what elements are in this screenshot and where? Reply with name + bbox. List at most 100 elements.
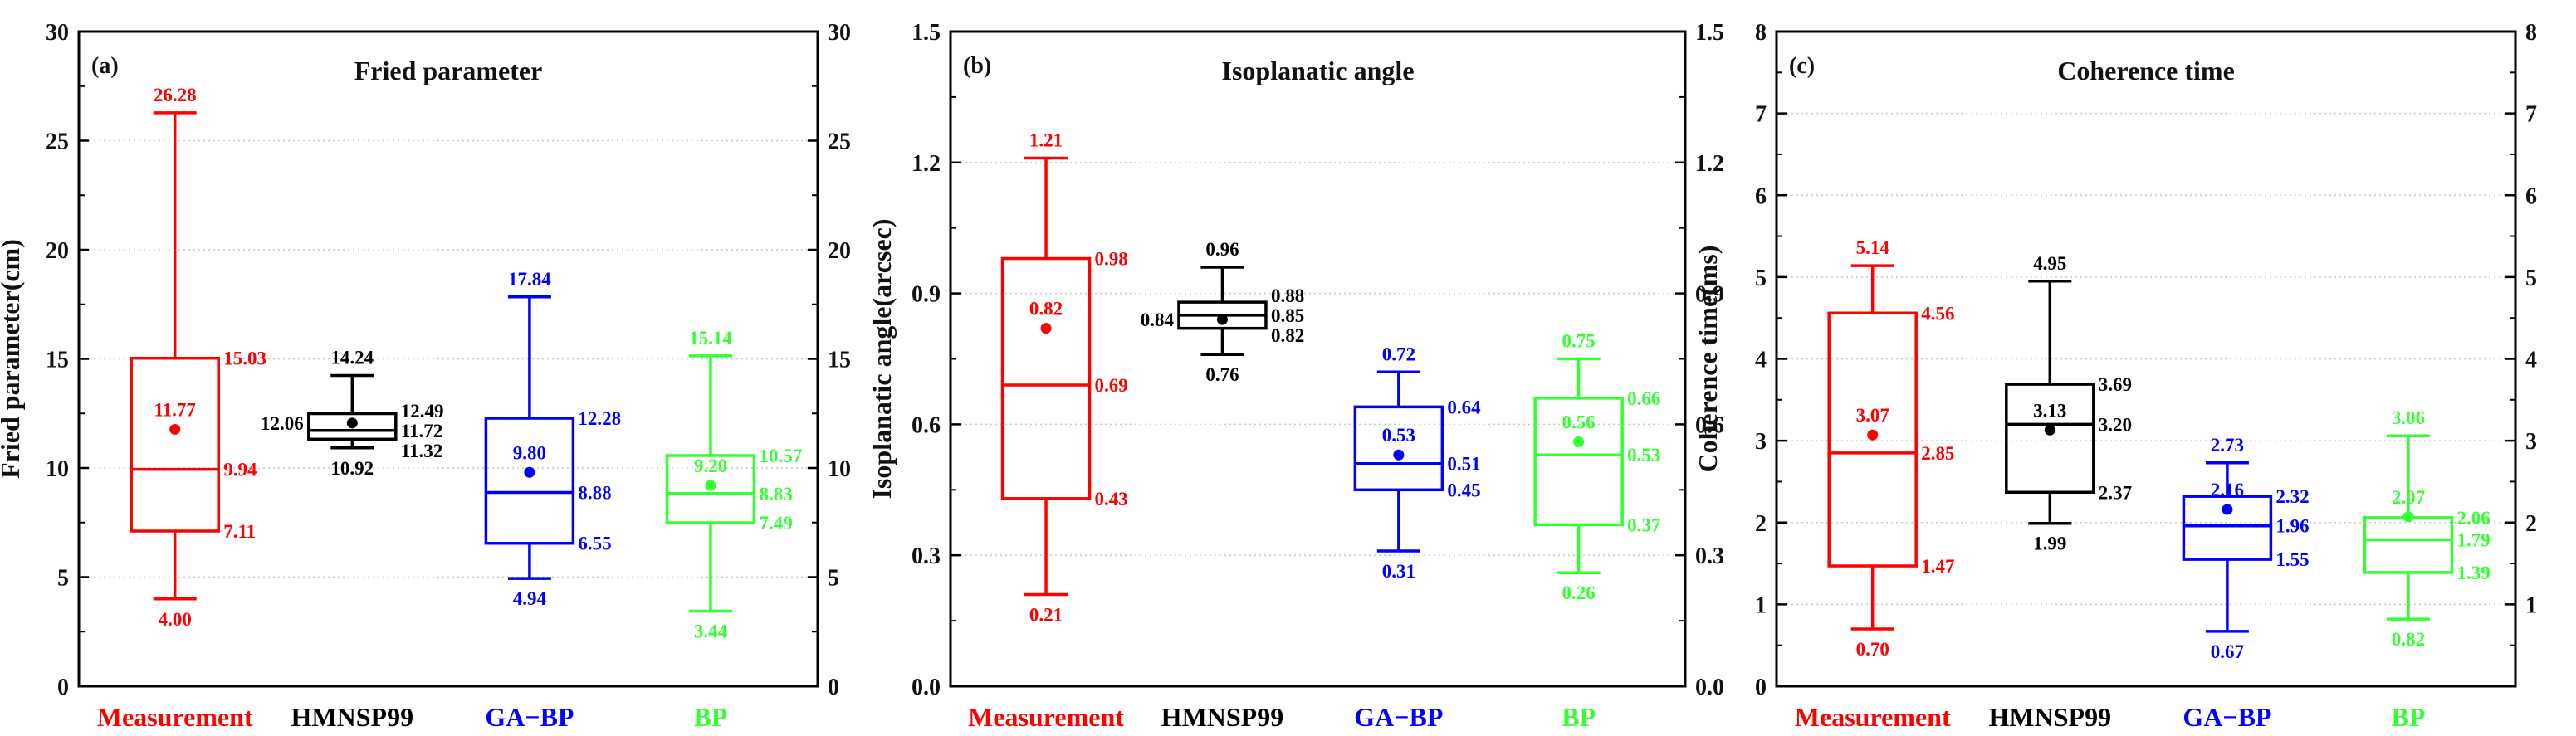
- min-label: 0.76: [1205, 364, 1239, 385]
- y-axis-label: Coherence time(ms): [1693, 246, 1723, 473]
- category-label: HMNSP99: [291, 702, 414, 732]
- mean-point: [524, 466, 535, 478]
- mean-label: 9.80: [513, 442, 546, 463]
- mean-point: [705, 480, 716, 491]
- box-4: 0.66 0.53 0.37 0.75 0.26 0.56 BP: [1533, 331, 1660, 732]
- box-3: 2.32 1.96 1.55 2.73 0.67 2.16 GA−BP: [2182, 435, 2310, 732]
- plot-frame: [77, 30, 819, 688]
- mean-point: [1393, 449, 1405, 461]
- y-tick-label: 15: [46, 348, 69, 373]
- right-y-tick-label: 5: [828, 566, 839, 592]
- q1-label: 1.39: [2456, 563, 2490, 583]
- median-label: 1.79: [2456, 529, 2490, 550]
- y-tick-label: 1.2: [912, 151, 941, 177]
- q3-label: 0.88: [1271, 285, 1304, 306]
- y-tick-label: 25: [46, 129, 69, 155]
- category-label: GA−BP: [1354, 702, 1443, 732]
- max-label: 3.06: [2392, 407, 2425, 428]
- right-y-tick-label: 0.0: [1695, 675, 1724, 700]
- mean-label: 2.07: [2392, 487, 2425, 508]
- iqr-box: [665, 454, 756, 524]
- median-label: 8.88: [578, 482, 611, 503]
- q3-label: 3.69: [2099, 374, 2132, 395]
- mean-label: 3.13: [2033, 400, 2066, 421]
- q1-label: 1.47: [1921, 556, 1954, 577]
- y-tick-label: 0.3: [912, 543, 941, 569]
- mean-label: 2.16: [2211, 480, 2244, 500]
- box-1: 15.03 9.94 7.11 26.28 4.00 11.77 Measurement: [97, 85, 266, 732]
- category-label: HMNSP99: [1989, 702, 2112, 732]
- median-label: 9.94: [223, 460, 257, 480]
- min-label: 1.99: [2033, 534, 2066, 554]
- y-tick-label: 5: [57, 566, 69, 592]
- q3-label: 12.49: [401, 401, 444, 422]
- q1-label: 7.11: [223, 521, 256, 542]
- panel-2: 0.0 0.3 0.6 0.9 1.2 1.5 0.0 0.3 0.6 0.9 1.2 1.5 (b) I…: [867, 20, 1724, 732]
- box-4: 2.061.79 1.39 3.06 0.82 2.07 BP: [2363, 407, 2490, 732]
- min-label: 0.26: [1562, 582, 1596, 603]
- right-y-tick-label: 10: [828, 456, 851, 482]
- y-axis-label: Isoplanatic angle(arcsec): [867, 218, 897, 499]
- q1-label: 0.43: [1095, 489, 1128, 509]
- chart-title: Fried parameter: [354, 56, 543, 85]
- q3-label: 4.56: [1921, 303, 1954, 324]
- iqr-box: [307, 412, 398, 441]
- chart-title: Isoplanatic angle: [1221, 56, 1414, 85]
- category-label: Measurement: [1795, 702, 1951, 732]
- iqr-box: [2005, 383, 2095, 495]
- y-tick-label: 0.9: [912, 282, 941, 308]
- max-label: 2.73: [2211, 435, 2244, 456]
- y-tick-label: 0.0: [912, 675, 941, 700]
- iqr-box: [1353, 405, 1444, 492]
- right-y-tick-label: 5: [2525, 266, 2537, 291]
- q3-label: 0.64: [1447, 397, 1481, 417]
- median-label: 2.85: [1921, 443, 1954, 464]
- right-y-tick-label: 25: [828, 129, 851, 155]
- median-label: 11.72: [401, 421, 442, 441]
- min-label: 4.00: [159, 609, 192, 630]
- median-label: 0.53: [1627, 445, 1660, 465]
- mean-point: [1216, 314, 1228, 325]
- box-2: 0.880.850.82 0.96 0.76 0.84 HMNSP99: [1141, 239, 1305, 732]
- max-label: 17.84: [508, 269, 551, 290]
- mean-label: 0.53: [1382, 425, 1415, 446]
- min-label: 0.82: [2392, 629, 2425, 650]
- median-label: 3.20: [2099, 414, 2132, 435]
- panel-3: 0 1 2 3 4 5 6 7 8 1 2 3 4 5 6 7 8 (c) Coherence time Cohere…: [1693, 20, 2537, 732]
- y-tick-label: 5: [1755, 266, 1767, 291]
- q1-label: 6.55: [578, 534, 611, 554]
- panel-1: 0 5 10 15 20 25 30 0 5 10 15 20 25 30 (a) Fried paramet…: [0, 20, 851, 732]
- category-label: Measurement: [97, 702, 253, 732]
- box-3: 0.64 0.51 0.45 0.72 0.31 0.53 GA−BP: [1353, 344, 1481, 732]
- max-label: 15.14: [689, 328, 732, 349]
- box-1: 0.98 0.69 0.43 1.21 0.21 0.82 Measurement: [968, 130, 1128, 732]
- max-label: 26.28: [154, 85, 197, 105]
- panel-letter: (b): [963, 53, 991, 79]
- min-label: 0.67: [2211, 641, 2244, 662]
- median-label: 0.69: [1095, 375, 1128, 396]
- y-tick-label: 0: [57, 675, 69, 700]
- right-y-tick-label: 30: [828, 20, 851, 46]
- min-label: 0.21: [1029, 605, 1063, 626]
- median-label: 0.51: [1447, 454, 1480, 475]
- q1-label: 7.49: [759, 513, 792, 534]
- min-label: 10.92: [330, 458, 374, 479]
- right-y-tick-label: 4: [2525, 348, 2537, 373]
- iqr-box: [1000, 256, 1092, 500]
- y-tick-label: 20: [46, 238, 69, 264]
- category-label: Measurement: [968, 702, 1124, 732]
- y-tick-label: 10: [46, 456, 69, 482]
- mean-point: [346, 417, 358, 429]
- min-label: 0.31: [1382, 561, 1415, 582]
- median-label: 8.83: [759, 484, 792, 504]
- mean-label: 12.06: [261, 413, 304, 434]
- right-y-tick-label: 20: [828, 238, 851, 264]
- median-label: 0.85: [1271, 305, 1304, 326]
- category-label: GA−BP: [485, 702, 574, 732]
- y-tick-label: 2: [1755, 511, 1767, 537]
- q3-label: 0.66: [1627, 388, 1660, 409]
- box-2: 3.69 3.20 2.37 4.95 1.99 3.13 HMNSP99: [1989, 253, 2133, 732]
- right-y-tick-label: 0.3: [1695, 543, 1724, 569]
- category-label: BP: [694, 702, 728, 732]
